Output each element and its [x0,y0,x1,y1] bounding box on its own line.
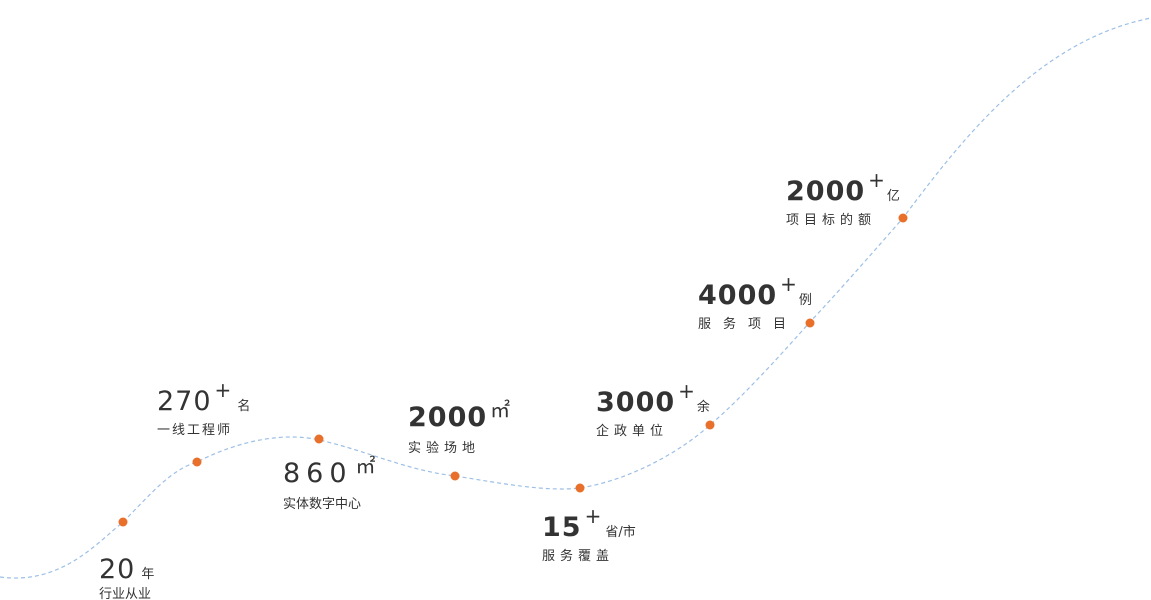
milestone-unit: 余 [696,400,710,415]
milestone-number: 20 [99,554,136,585]
milestone-dot [575,483,585,493]
milestone-suffix: ㎡ [490,398,511,422]
milestone-label: 项目标的额 [786,213,877,228]
milestone-number: 2000 [408,402,488,433]
milestone-number: 270 [157,386,212,417]
milestone-unit: 例 [798,293,812,308]
milestone-unit: 省/市 [605,525,636,540]
milestone-label: 实验场地 [408,441,481,456]
milestone-label: 服务项目 [698,317,799,332]
milestone-unit: 年 [141,567,155,582]
milestone-suffix: + [584,504,602,528]
milestone-suffix: + [868,168,885,192]
milestone-dot [192,457,202,467]
milestone-dot [118,517,128,527]
milestone-dot [898,213,908,223]
milestone-suffix: + [678,379,695,403]
milestone-dot [450,471,460,481]
milestone-number: 15 [542,512,582,543]
milestone-suffix: ㎡ [355,454,376,478]
milestone-engineers: 270 + 名 一线工程师 [157,378,251,439]
milestone-coverage: 15 +省/市 服务覆盖 [542,504,636,565]
milestone-unit: 亿 [886,189,900,204]
milestone-label: 一线工程师 [157,423,233,438]
milestone-data-center: 860 ㎡ 实体数字中心 [283,454,376,513]
milestone-projects: 4000 +例 服务项目 [698,272,812,333]
milestone-project-value: 2000 +亿 项目标的额 [786,168,900,229]
milestone-dot [705,420,715,430]
milestone-industry-years: 20 年 行业从业 [99,556,154,600]
milestone-number: 2000 [786,176,866,207]
milestone-label: 企政单位 [596,424,669,439]
milestone-suffix: + [214,378,232,402]
milestone-suffix: + [780,272,797,296]
milestone-unit: 名 [237,399,251,414]
milestone-number: 860 [283,458,353,489]
milestone-lab-area: 2000 ㎡ 实验场地 [408,398,510,457]
milestone-number: 4000 [698,280,778,311]
milestone-dot [314,434,324,444]
milestone-label: 服务覆盖 [542,549,615,564]
milestone-organizations: 3000 +余 企政单位 [596,379,710,440]
milestone-label: 实体数字中心 [283,497,362,512]
milestone-label: 行业从业 [99,587,152,600]
milestone-number: 3000 [596,387,676,418]
dashed-curve-line [0,17,1151,579]
milestone-dot [805,318,815,328]
